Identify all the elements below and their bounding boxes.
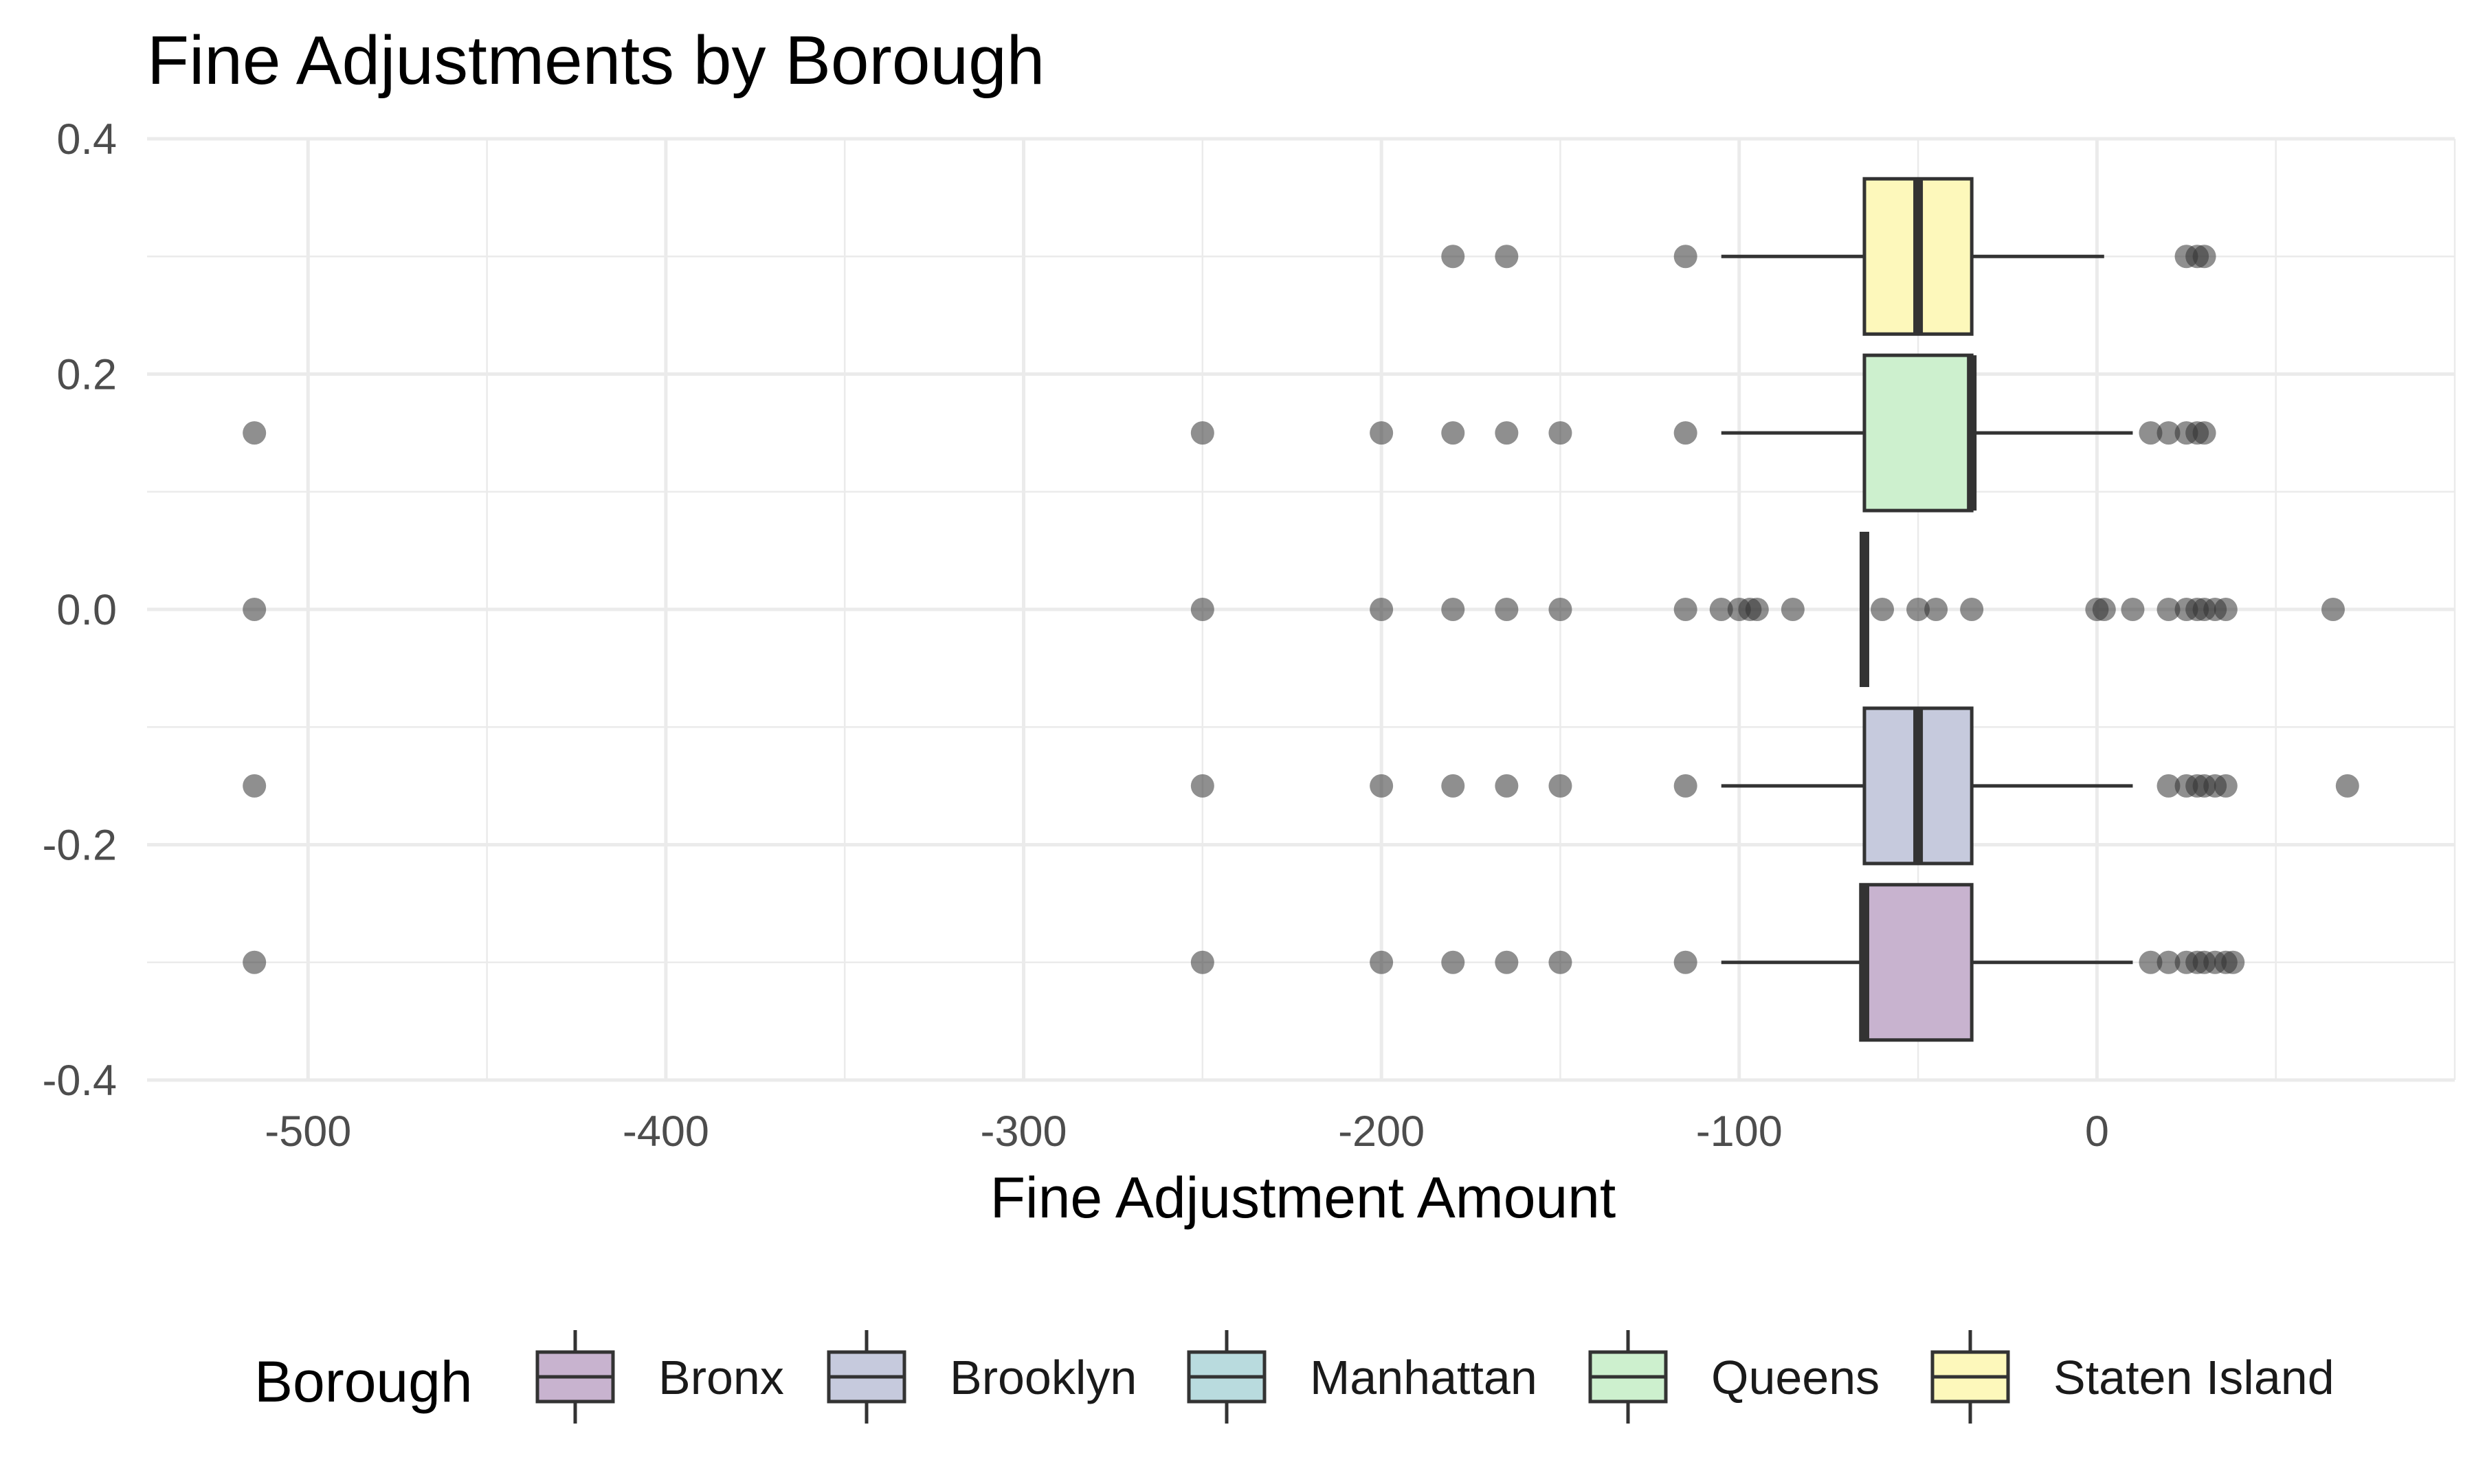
legend-item-staten-island: Staten Island bbox=[1930, 1330, 2334, 1424]
outlier-point bbox=[1548, 598, 1572, 621]
legend-label: Manhattan bbox=[1310, 1351, 1537, 1404]
legend-item-bronx: Bronx bbox=[535, 1330, 784, 1424]
outlier-point bbox=[1441, 774, 1465, 798]
outlier-point bbox=[1190, 421, 1214, 445]
outlier-point bbox=[1673, 245, 1697, 269]
outlier-point bbox=[1190, 774, 1214, 798]
outlier-point bbox=[1673, 421, 1697, 445]
x-tick-label: -400 bbox=[623, 1108, 709, 1156]
axis-layer: -500 -400 -300 -200 -100 0 0.4 0.2 0.0 -0.2 -0.4 bbox=[42, 115, 2108, 1156]
x-tick-label: -100 bbox=[1696, 1108, 1783, 1156]
outlier-point bbox=[1495, 421, 1519, 445]
legend-label: Brooklyn bbox=[950, 1351, 1137, 1404]
outlier-point bbox=[1441, 421, 1465, 445]
outlier-point bbox=[1781, 598, 1805, 621]
outlier-point bbox=[1370, 950, 1394, 974]
outlier-point bbox=[2214, 774, 2238, 798]
outlier-point bbox=[1495, 774, 1519, 798]
outlier-point bbox=[1441, 950, 1465, 974]
outlier-point bbox=[1709, 598, 1733, 621]
x-tick-label: -300 bbox=[980, 1108, 1067, 1156]
x-tick-label: 0 bbox=[2085, 1108, 2109, 1156]
y-tick-label: -0.2 bbox=[42, 822, 117, 870]
box-staten-island bbox=[1441, 177, 2216, 336]
y-tick-label: 0.2 bbox=[56, 351, 117, 399]
outlier-point bbox=[1370, 421, 1394, 445]
legend-title: Borough bbox=[254, 1349, 473, 1414]
outlier-point bbox=[1906, 598, 1930, 621]
outlier-point bbox=[2214, 598, 2238, 621]
series-layer bbox=[243, 177, 2359, 1042]
grid-layer bbox=[147, 137, 2456, 1082]
y-tick-label: 0.0 bbox=[56, 586, 117, 634]
outlier-point bbox=[2192, 421, 2216, 445]
outlier-point bbox=[1495, 950, 1519, 974]
box-brooklyn bbox=[243, 706, 2359, 866]
outlier-point bbox=[243, 598, 267, 621]
outlier-point bbox=[2335, 774, 2359, 798]
outlier-point bbox=[2121, 598, 2145, 621]
box-iqr bbox=[1859, 883, 1974, 1042]
outlier-point bbox=[2139, 950, 2163, 974]
outlier-point bbox=[1960, 598, 1984, 621]
y-tick-label: 0.4 bbox=[56, 115, 117, 164]
outlier-point bbox=[1673, 950, 1697, 974]
outlier-point bbox=[1190, 598, 1214, 621]
outlier-point bbox=[2157, 421, 2181, 445]
box-queens bbox=[243, 353, 2216, 513]
outlier-point bbox=[2157, 774, 2181, 798]
outlier-point bbox=[1370, 598, 1394, 621]
outlier-point bbox=[1871, 598, 1895, 621]
outlier-point bbox=[1495, 245, 1519, 269]
outlier-point bbox=[2092, 598, 2116, 621]
box-bronx bbox=[243, 883, 2245, 1042]
outlier-point bbox=[1673, 598, 1697, 621]
outlier-point bbox=[2321, 598, 2345, 621]
outlier-point bbox=[1495, 598, 1519, 621]
outlier-point bbox=[1370, 774, 1394, 798]
outlier-point bbox=[243, 774, 267, 798]
legend-item-manhattan: Manhattan bbox=[1187, 1330, 1537, 1424]
outlier-point bbox=[2221, 950, 2245, 974]
legend: Borough Bronx Brooklyn Manhattan Queens Stat… bbox=[254, 1330, 2334, 1424]
outlier-point bbox=[243, 950, 267, 974]
box-manhattan bbox=[243, 532, 2345, 687]
outlier-point bbox=[243, 421, 267, 445]
outlier-point bbox=[1548, 774, 1572, 798]
y-tick-label: -0.4 bbox=[42, 1057, 117, 1105]
x-tick-label: -200 bbox=[1338, 1108, 1425, 1156]
outlier-point bbox=[1673, 774, 1697, 798]
chart-title: Fine Adjustments by Borough bbox=[147, 22, 1045, 99]
x-tick-label: -500 bbox=[265, 1108, 351, 1156]
legend-item-brooklyn: Brooklyn bbox=[827, 1330, 1137, 1424]
legend-label: Staten Island bbox=[2053, 1351, 2334, 1404]
outlier-point bbox=[2139, 421, 2163, 445]
x-axis-title: Fine Adjustment Amount bbox=[990, 1165, 1616, 1230]
outlier-point bbox=[1548, 950, 1572, 974]
outlier-point bbox=[1190, 950, 1214, 974]
outlier-point bbox=[2157, 950, 2181, 974]
legend-item-queens: Queens bbox=[1588, 1330, 1880, 1424]
box-iqr bbox=[1862, 353, 1974, 513]
outlier-point bbox=[1441, 598, 1465, 621]
outlier-point bbox=[2192, 245, 2216, 269]
legend-label: Bronx bbox=[658, 1351, 784, 1404]
legend-label: Queens bbox=[1711, 1351, 1880, 1404]
outlier-point bbox=[1745, 598, 1769, 621]
outlier-point bbox=[1924, 598, 1948, 621]
outlier-point bbox=[2157, 598, 2181, 621]
outlier-point bbox=[1441, 245, 1465, 269]
outlier-point bbox=[1548, 421, 1572, 445]
